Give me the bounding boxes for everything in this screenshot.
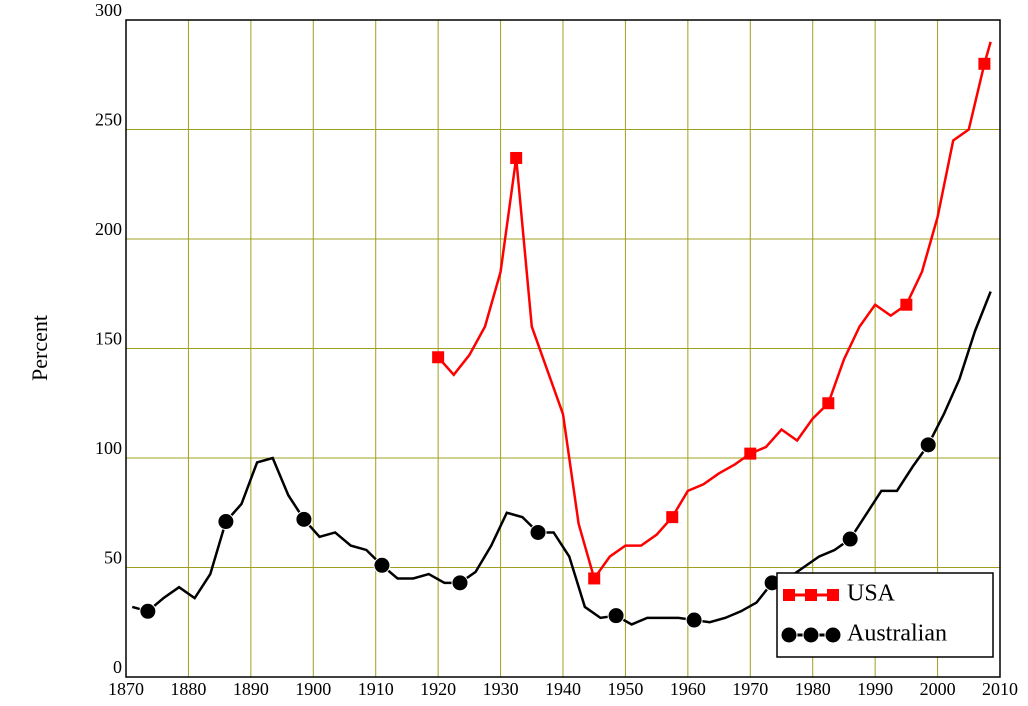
x-tick-label: 1870 bbox=[108, 679, 144, 699]
x-tick-label: 1940 bbox=[545, 679, 581, 699]
marker bbox=[822, 397, 835, 410]
x-tick-label: 1910 bbox=[358, 679, 394, 699]
x-tick-label: 1960 bbox=[670, 679, 706, 699]
marker bbox=[841, 530, 859, 548]
x-tick-label: 1970 bbox=[732, 679, 768, 699]
marker bbox=[295, 510, 313, 528]
marker bbox=[373, 556, 391, 574]
marker bbox=[666, 511, 679, 524]
x-tick-label: 1890 bbox=[233, 679, 269, 699]
legend-label: USA bbox=[847, 581, 896, 607]
marker bbox=[451, 574, 469, 592]
marker bbox=[805, 589, 817, 601]
x-tick-label: 1930 bbox=[483, 679, 519, 699]
y-tick-label: 300 bbox=[95, 0, 122, 20]
marker bbox=[780, 626, 798, 644]
marker bbox=[529, 523, 547, 541]
marker bbox=[510, 151, 523, 164]
y-tick-label: 250 bbox=[95, 110, 122, 130]
x-tick-label: 2000 bbox=[920, 679, 956, 699]
x-tick-label: 1900 bbox=[295, 679, 331, 699]
x-tick-label: 1920 bbox=[420, 679, 456, 699]
marker bbox=[217, 513, 235, 531]
marker bbox=[432, 351, 445, 364]
y-tick-label: 0 bbox=[113, 657, 122, 677]
x-tick-label: 1980 bbox=[795, 679, 831, 699]
marker bbox=[783, 589, 795, 601]
marker bbox=[824, 626, 842, 644]
x-tick-label: 1950 bbox=[607, 679, 643, 699]
marker bbox=[827, 589, 839, 601]
y-tick-label: 150 bbox=[95, 329, 122, 349]
marker bbox=[744, 447, 757, 460]
y-tick-label: 50 bbox=[104, 548, 122, 568]
legend-label: Australian bbox=[847, 621, 947, 647]
y-axis-label: Percent bbox=[27, 315, 52, 381]
y-tick-label: 200 bbox=[95, 219, 122, 239]
plot-frame bbox=[125, 19, 1001, 678]
x-tick-label: 2010 bbox=[982, 679, 1018, 699]
marker bbox=[802, 626, 820, 644]
marker bbox=[900, 298, 913, 311]
marker bbox=[139, 602, 157, 620]
marker bbox=[607, 607, 625, 625]
y-tick-label: 100 bbox=[95, 438, 122, 458]
x-tick-label: 1880 bbox=[170, 679, 206, 699]
marker bbox=[588, 572, 601, 585]
marker bbox=[685, 611, 703, 629]
marker bbox=[978, 57, 991, 70]
x-tick-label: 1990 bbox=[857, 679, 893, 699]
marker bbox=[919, 436, 937, 454]
